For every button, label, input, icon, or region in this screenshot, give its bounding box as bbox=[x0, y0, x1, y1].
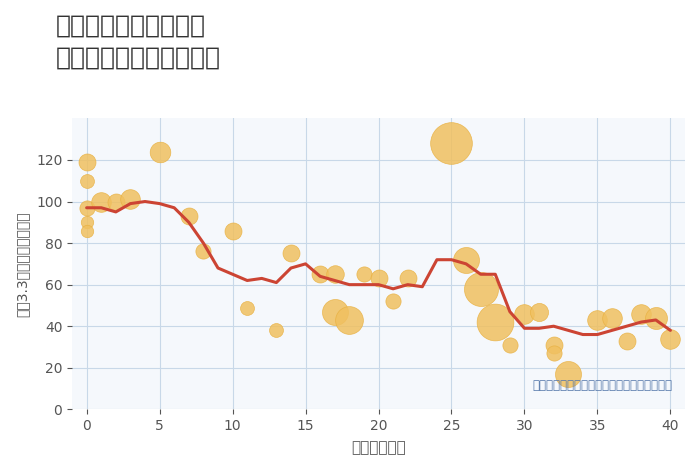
Point bbox=[227, 227, 238, 235]
Point bbox=[665, 335, 676, 343]
Point bbox=[533, 308, 545, 315]
X-axis label: 築年数（年）: 築年数（年） bbox=[351, 440, 406, 455]
Point bbox=[621, 337, 632, 345]
Point bbox=[490, 318, 501, 326]
Point bbox=[81, 158, 92, 166]
Point bbox=[154, 148, 165, 156]
Point bbox=[519, 310, 530, 318]
Point bbox=[461, 256, 472, 264]
Point bbox=[286, 250, 297, 257]
Point bbox=[81, 204, 92, 212]
Point bbox=[314, 271, 326, 278]
Point bbox=[606, 314, 617, 321]
Point bbox=[402, 274, 413, 282]
Point bbox=[198, 248, 209, 255]
Point bbox=[329, 308, 340, 315]
Text: 円の大きさは、取引のあった物件面積を示す: 円の大きさは、取引のあった物件面積を示す bbox=[533, 379, 673, 392]
Point bbox=[125, 196, 136, 203]
Text: 奈良県奈良市敷島町の
築年数別中古戸建て価格: 奈良県奈良市敷島町の 築年数別中古戸建て価格 bbox=[56, 14, 221, 70]
Point bbox=[81, 177, 92, 185]
Point bbox=[650, 314, 662, 321]
Point bbox=[592, 316, 603, 324]
Point bbox=[81, 227, 92, 235]
Point bbox=[183, 212, 195, 220]
Point bbox=[548, 341, 559, 349]
Point bbox=[271, 327, 282, 334]
Point bbox=[388, 298, 399, 305]
Point bbox=[96, 198, 107, 205]
Point bbox=[548, 350, 559, 357]
Point bbox=[81, 219, 92, 226]
Point bbox=[475, 285, 486, 292]
Point bbox=[344, 316, 355, 324]
Point bbox=[446, 140, 457, 147]
Y-axis label: 坪（3.3㎡）単価（万円）: 坪（3.3㎡）単価（万円） bbox=[15, 211, 29, 317]
Point bbox=[373, 274, 384, 282]
Point bbox=[358, 271, 370, 278]
Point bbox=[110, 198, 121, 205]
Point bbox=[241, 304, 253, 311]
Point bbox=[329, 271, 340, 278]
Point bbox=[563, 370, 574, 378]
Point bbox=[504, 341, 515, 349]
Point bbox=[636, 310, 647, 318]
